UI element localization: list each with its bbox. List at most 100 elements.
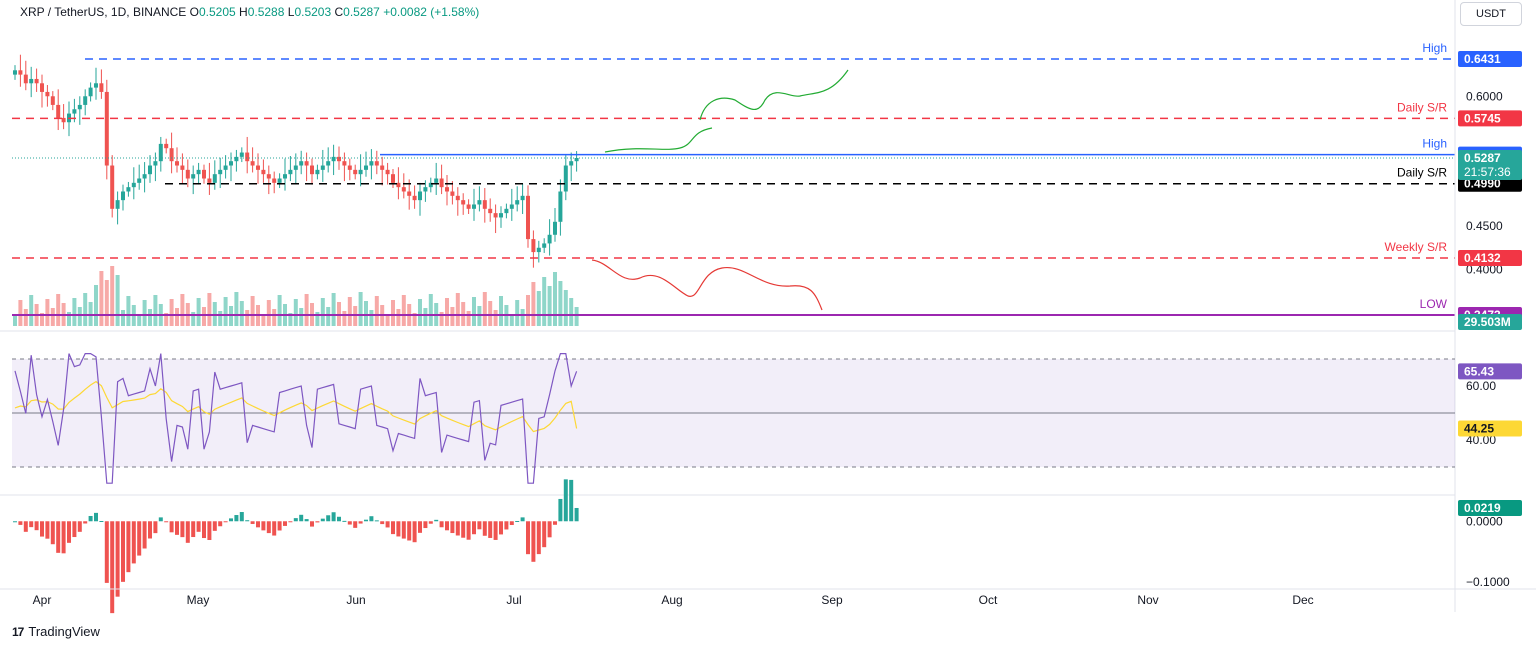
volume-bar: [72, 298, 77, 326]
oscillator-bar: [88, 515, 93, 522]
oscillator-bar: [50, 521, 55, 545]
oscillator-bar: [29, 521, 34, 528]
x-axis-tick: May: [187, 593, 210, 607]
candle-body: [245, 152, 250, 162]
oscillator-bar: [266, 521, 271, 534]
volume-bar: [391, 300, 395, 326]
candle-body: [272, 178, 277, 183]
candle-body: [439, 178, 444, 188]
volume-bar: [337, 302, 341, 326]
oscillator-bar: [148, 521, 152, 539]
candle-body: [569, 161, 574, 166]
oscillator-bar: [310, 521, 314, 527]
symbol-label[interactable]: XRP / TetherUS, 1D, BINANCE: [20, 5, 187, 19]
candle-body: [72, 109, 77, 114]
oscillator-bar: [331, 512, 336, 522]
level-label: High: [1422, 41, 1447, 55]
candle-body: [234, 156, 239, 162]
volume-bar: [455, 293, 460, 326]
volume-bar: [50, 308, 55, 326]
tradingview-brand[interactable]: 17 TradingView: [12, 624, 100, 639]
volume-bar: [23, 309, 28, 326]
candle-body: [229, 161, 233, 166]
projection-down-path: [591, 259, 823, 311]
volume-bar: [223, 297, 228, 326]
oscillator-bar: [445, 521, 449, 531]
rsi-tag: 65.43: [1464, 364, 1494, 378]
oscillator-bar: [131, 521, 136, 564]
countdown-timer: 21:57:36: [1464, 165, 1511, 179]
oscillator-bar: [374, 520, 379, 522]
oscillator-bar: [45, 521, 50, 539]
x-axis-tick: Jul: [506, 593, 521, 607]
candle-body: [488, 208, 493, 214]
oscillator-bar: [337, 516, 341, 522]
volume-bar: [83, 293, 88, 326]
open-value: 0.5205: [198, 5, 236, 19]
candle-body: [407, 191, 412, 196]
oscillator-bar: [250, 521, 255, 524]
oscillator-bar: [272, 521, 277, 536]
oscillator-bar: [283, 521, 287, 526]
x-axis-tick: Jun: [346, 593, 365, 607]
candle-body: [223, 165, 228, 170]
oscillator-bar: [256, 521, 260, 528]
volume-bar: [450, 307, 455, 326]
volume-bar: [536, 291, 541, 326]
volume-bar: [88, 302, 93, 326]
close-value: 0.5287: [343, 5, 380, 19]
oscillator-bar: [450, 521, 455, 534]
rsi-axis-tick: 60.00: [1466, 379, 1496, 393]
oscillator-bar: [391, 521, 395, 535]
oscillator-bar: [499, 521, 503, 535]
oscillator-bar: [353, 521, 358, 528]
level-label: Daily S/R: [1397, 166, 1447, 180]
volume-bar: [347, 297, 352, 326]
candle-body: [391, 174, 395, 183]
candle-body: [169, 148, 174, 162]
oscillator-bar: [34, 521, 39, 531]
oscillator-bar: [520, 517, 525, 522]
volume-bar: [277, 295, 282, 326]
oscillator-bar: [212, 521, 217, 531]
volume-bar: [499, 296, 503, 326]
volume-bar: [94, 285, 98, 326]
volume-bar: [315, 312, 320, 326]
oscillator-bar: [67, 521, 71, 543]
candle-body: [520, 195, 525, 201]
currency-button[interactable]: USDT: [1460, 2, 1522, 26]
volume-bar: [180, 294, 185, 326]
candle-body: [293, 165, 298, 170]
candle-body: [396, 182, 401, 188]
candle-body: [137, 178, 142, 183]
candle-body: [477, 200, 482, 205]
candle-body: [461, 200, 466, 205]
level-tag: 0.6431: [1464, 52, 1501, 66]
candle-body: [207, 178, 212, 183]
oscillator-bar: [229, 518, 233, 522]
candle-body: [337, 156, 341, 162]
volume-bar: [369, 310, 374, 326]
candle-body: [331, 156, 336, 162]
oscillator-bar: [196, 521, 201, 532]
volume-bar: [104, 280, 109, 326]
oscillator-bar: [358, 521, 363, 524]
volume-bar: [18, 300, 23, 326]
current-price-tag-bg: [1458, 149, 1522, 180]
candle-body: [110, 165, 115, 209]
oscillator-bar: [202, 521, 206, 539]
candle-body: [13, 70, 17, 75]
volume-bar: [77, 307, 82, 326]
level-label: Weekly S/R: [1385, 240, 1448, 254]
volume-bar: [563, 290, 568, 326]
level-tag-bg: [1458, 249, 1522, 266]
oscillator-bar: [137, 521, 142, 556]
oscillator-bar: [320, 518, 325, 522]
candle-body: [115, 200, 120, 209]
oscillator-bar: [18, 521, 23, 525]
candle-body: [191, 174, 196, 179]
volume-bar: [261, 314, 266, 326]
volume-bar: [531, 282, 536, 326]
projection-up-path: [604, 127, 713, 153]
